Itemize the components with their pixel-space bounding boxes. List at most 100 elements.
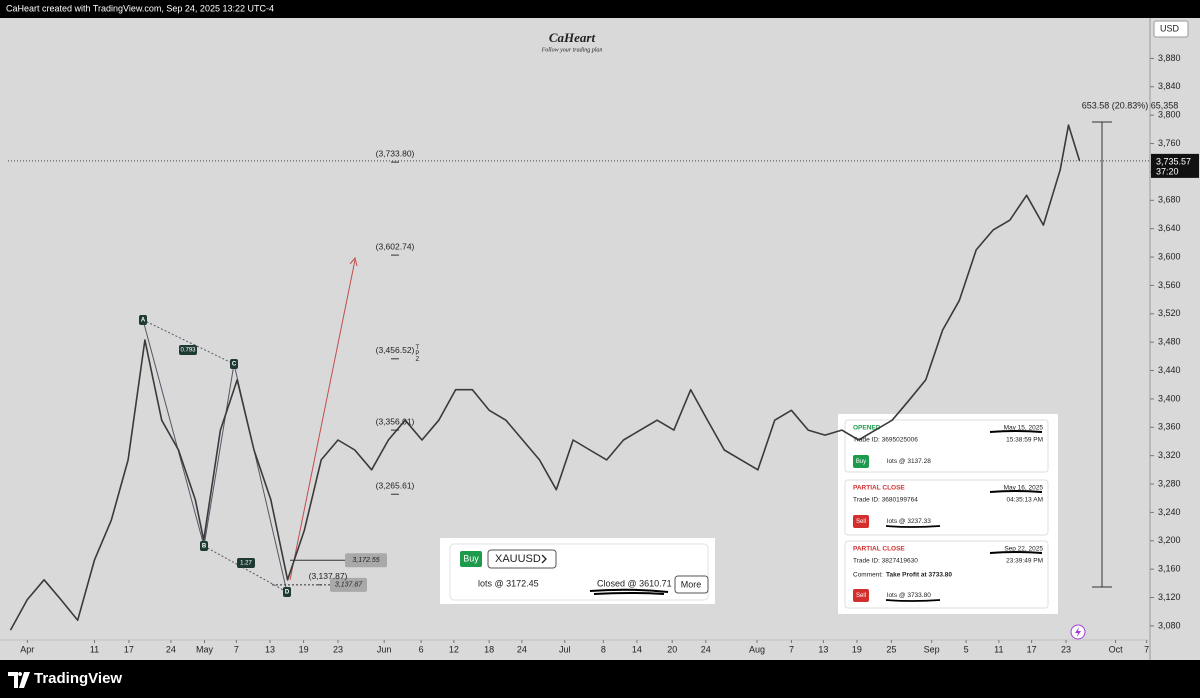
- level-label: (3,356.01): [376, 416, 415, 426]
- pattern-point: C: [232, 362, 237, 368]
- x-tick-label: 11: [90, 644, 99, 654]
- x-tick-label: 17: [124, 644, 134, 654]
- y-tick-label: 3,800: [1158, 110, 1181, 120]
- level-label: (3,602.74): [376, 241, 415, 251]
- symbol: XAUUSD: [495, 553, 541, 565]
- entry-side: Sell: [856, 519, 866, 525]
- x-tick-label: 18: [484, 644, 494, 654]
- y-tick-label: 3,200: [1158, 535, 1181, 545]
- price-line: [9, 124, 1081, 631]
- closed: Closed @ 3610.71: [597, 578, 672, 588]
- entry-side-badge: [853, 455, 869, 468]
- x-tick-label: 11: [994, 644, 1003, 654]
- x-tick-label: 19: [299, 644, 309, 654]
- entry-time: 04:35:13 AM: [1007, 497, 1044, 504]
- y-tick-label: 3,440: [1158, 365, 1181, 375]
- side: Buy: [463, 553, 479, 563]
- x-tick-label: Apr: [20, 644, 34, 654]
- tpz: TPZ: [414, 345, 420, 363]
- symbol-button[interactable]: [487, 549, 557, 569]
- currency-box[interactable]: [1153, 20, 1189, 38]
- entry-trade-id: Trade ID: 3680199764: [853, 497, 918, 504]
- y-tick-label: 3,760: [1158, 138, 1181, 148]
- x-tick-label: 13: [818, 644, 828, 654]
- entry-side: Sell: [856, 593, 866, 599]
- projection-arrow: [289, 259, 356, 581]
- entry-side-badge: [853, 515, 869, 528]
- x-tick-label: Jun: [377, 644, 392, 654]
- entry-date: May 16, 2025: [1004, 485, 1044, 492]
- y-tick-label: 3,120: [1158, 592, 1181, 602]
- measure-label: 653.58 (20.83%) 65,358: [1082, 100, 1179, 110]
- entry-lots: lots @ 3733.80: [887, 592, 931, 599]
- alert-bolt: [1075, 627, 1081, 637]
- x-tick-label: 7: [789, 644, 794, 654]
- level-label: (3,456.52): [376, 345, 415, 355]
- pattern-point: A: [141, 318, 146, 324]
- y-tick-label: 3,360: [1158, 422, 1181, 432]
- arrow-head: [349, 256, 358, 267]
- last-price-box: [1151, 153, 1199, 178]
- currency: USD: [1160, 23, 1180, 33]
- x-tick-label: 24: [166, 644, 176, 654]
- level-label: (3,733.80): [376, 148, 415, 158]
- y-tick-label: 3,400: [1158, 393, 1181, 403]
- entry-time: 23:39:49 PM: [1006, 558, 1043, 565]
- x-tick-label: 25: [886, 644, 896, 654]
- x-tick-label: 20: [667, 644, 677, 654]
- watermark-tagline: Follow your trading plan: [541, 47, 603, 53]
- scribble: [885, 599, 941, 602]
- entry-card: [844, 479, 1049, 536]
- x-tick-label: 24: [517, 644, 527, 654]
- pattern-drawing: [142, 319, 288, 593]
- x-tick-label: 17: [1027, 644, 1037, 654]
- y-tick-label: 3,280: [1158, 478, 1181, 488]
- x-tick-label: 7: [234, 644, 239, 654]
- x-tick-label: Aug: [749, 644, 765, 654]
- x-tick-label: 13: [265, 644, 275, 654]
- x-tick-label: Jul: [559, 644, 571, 654]
- entry-trade-id: Trade ID: 3695025006: [853, 437, 918, 444]
- caption: CaHeart created with TradingView.com, Se…: [6, 3, 274, 13]
- ratio-box: [179, 345, 197, 355]
- y-tick-label: 3,880: [1158, 53, 1181, 63]
- pattern-point-box: [139, 315, 147, 325]
- x-tick-label: Oct: [1109, 644, 1124, 654]
- scribble: [885, 525, 941, 528]
- y-tick-label: 3,600: [1158, 251, 1181, 261]
- countdown: 37:20: [1156, 166, 1179, 176]
- more: More: [681, 579, 702, 589]
- entry-comment: Take Profit at 3733.80: [886, 572, 952, 579]
- brand: TradingView: [34, 670, 122, 687]
- y-tick-label: 3,480: [1158, 337, 1181, 347]
- x-tick-label: 5: [964, 644, 969, 654]
- more-button[interactable]: [674, 575, 709, 594]
- pattern-point: B: [202, 544, 207, 550]
- x-tick-label: 14: [632, 644, 642, 654]
- entry-status: PARTIAL CLOSE: [853, 485, 905, 492]
- scribble: [989, 490, 1043, 493]
- pattern-point: D: [285, 590, 290, 596]
- last-price-label: 3,735.57: [1156, 156, 1191, 166]
- lots: lots @ 3172.45: [478, 578, 539, 588]
- x-tick-label: 6: [419, 644, 424, 654]
- y-tick-label: 3,640: [1158, 223, 1181, 233]
- pattern-price-box: [330, 577, 367, 592]
- entry-status: OPENED: [853, 425, 881, 432]
- x-tick-label: 23: [1061, 644, 1071, 654]
- pattern-point-box: [283, 587, 291, 597]
- x-tick-label: 24: [701, 644, 711, 654]
- logo: [8, 672, 30, 688]
- scribble: [989, 551, 1043, 554]
- entry-trade-id: Trade ID: 3827419630: [853, 558, 918, 565]
- x-tick-label: 19: [852, 644, 862, 654]
- x-tick-label: 8: [601, 644, 606, 654]
- y-tick-label: 3,560: [1158, 280, 1181, 290]
- y-tick-label: 3,840: [1158, 81, 1181, 91]
- side-badge: [460, 551, 482, 567]
- entry-date: Sep 22, 2025: [1004, 546, 1043, 553]
- footer: [0, 660, 1200, 698]
- entry-card: [844, 419, 1049, 473]
- x-tick-label: Sep: [924, 644, 940, 654]
- chevron: [541, 554, 547, 564]
